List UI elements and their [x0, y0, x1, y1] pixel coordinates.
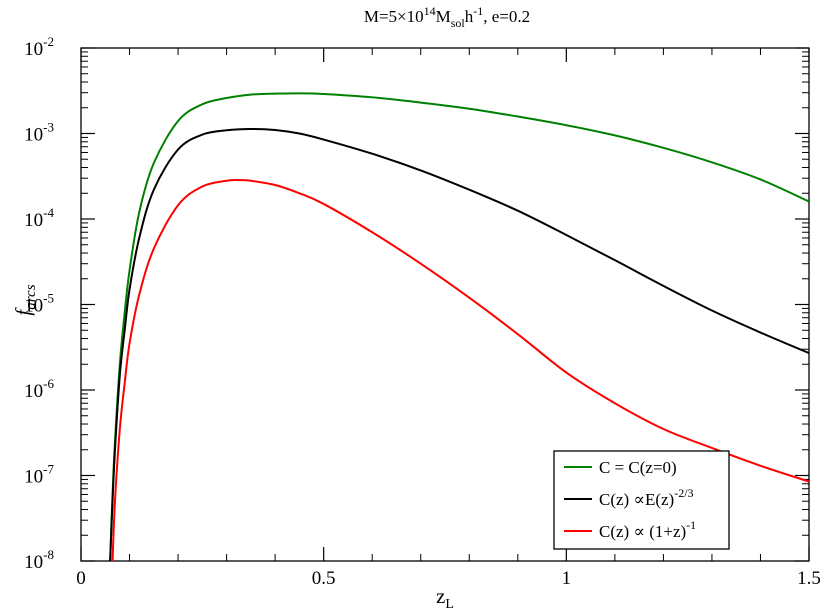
chart-title-part: , e=0.2	[483, 7, 530, 26]
y-axis-label: farcs	[11, 284, 39, 315]
y-tick-label: 10-6	[24, 376, 54, 402]
chart-title-part: sol	[451, 16, 466, 30]
legend-label-text: C = C(z=0)	[599, 458, 677, 477]
y-tick-label: 10-4	[24, 205, 54, 231]
legend-label-text: C(z) ∝ (1+z)	[599, 522, 686, 541]
chart-title-part: h	[465, 7, 474, 26]
y-tick-label: 10-2	[24, 34, 54, 60]
y-tick-base: 10	[24, 552, 43, 573]
y-axis-label-main: f	[11, 307, 35, 316]
y-tick-label: 10-7	[24, 462, 54, 488]
legend-label-text: C(z) ∝E(z)	[599, 490, 674, 509]
series-line-2	[111, 179, 809, 561]
chart-title-part: -1	[473, 4, 483, 18]
series-line-0	[109, 92, 809, 561]
x-tick-label: 1.5	[797, 568, 821, 589]
y-tick-exponent: -8	[43, 547, 54, 562]
legend-label: C(z) ∝ (1+z)-1	[599, 518, 696, 541]
y-tick-exponent: -4	[43, 205, 54, 220]
chart-title-part: M=5×10	[364, 7, 424, 26]
x-axis: 0 0.5 1 1.5	[76, 48, 821, 589]
y-tick-base: 10	[24, 125, 43, 146]
y-tick-label: 10-8	[24, 547, 54, 573]
y-tick-base: 10	[24, 381, 43, 402]
legend-label-exponent: -1	[686, 518, 696, 532]
y-tick-base: 10	[24, 467, 43, 488]
y-tick-label: 10-3	[24, 120, 54, 146]
y-tick-base: 10	[24, 39, 43, 60]
y-tick-exponent: -5	[43, 291, 54, 306]
y-axis-label-sub: arcs	[23, 284, 39, 309]
x-tick-label: 0	[76, 568, 86, 589]
x-tick-label: 1	[562, 568, 572, 589]
x-axis-label-sub: L	[445, 597, 454, 612]
chart-title-part: M	[436, 7, 451, 26]
chart-title: M=5×1014Msolh-1, e=0.2	[364, 4, 530, 30]
x-axis-label-main: z	[436, 584, 445, 608]
series-line-1	[109, 127, 809, 561]
chart-title-part: 14	[424, 4, 436, 18]
y-tick-exponent: -3	[43, 120, 54, 135]
y-tick-exponent: -6	[43, 376, 54, 391]
y-axis: 10-810-710-610-510-410-310-2	[24, 34, 809, 573]
x-tick-label: 0.5	[312, 568, 336, 589]
y-tick-exponent: -2	[43, 34, 54, 49]
y-tick-base: 10	[24, 210, 43, 231]
y-tick-label: 10-5	[24, 291, 54, 317]
series-layer	[109, 92, 809, 561]
legend-label: C = C(z=0)	[599, 458, 677, 477]
legend: C = C(z=0) C(z) ∝E(z)-2/3 C(z) ∝ (1+z)-1	[553, 450, 730, 550]
y-tick-base: 10	[24, 296, 43, 317]
legend-label: C(z) ∝E(z)-2/3	[599, 486, 694, 509]
legend-label-exponent: -2/3	[674, 486, 693, 500]
x-axis-label: zL	[436, 584, 454, 612]
y-tick-exponent: -7	[43, 462, 54, 477]
